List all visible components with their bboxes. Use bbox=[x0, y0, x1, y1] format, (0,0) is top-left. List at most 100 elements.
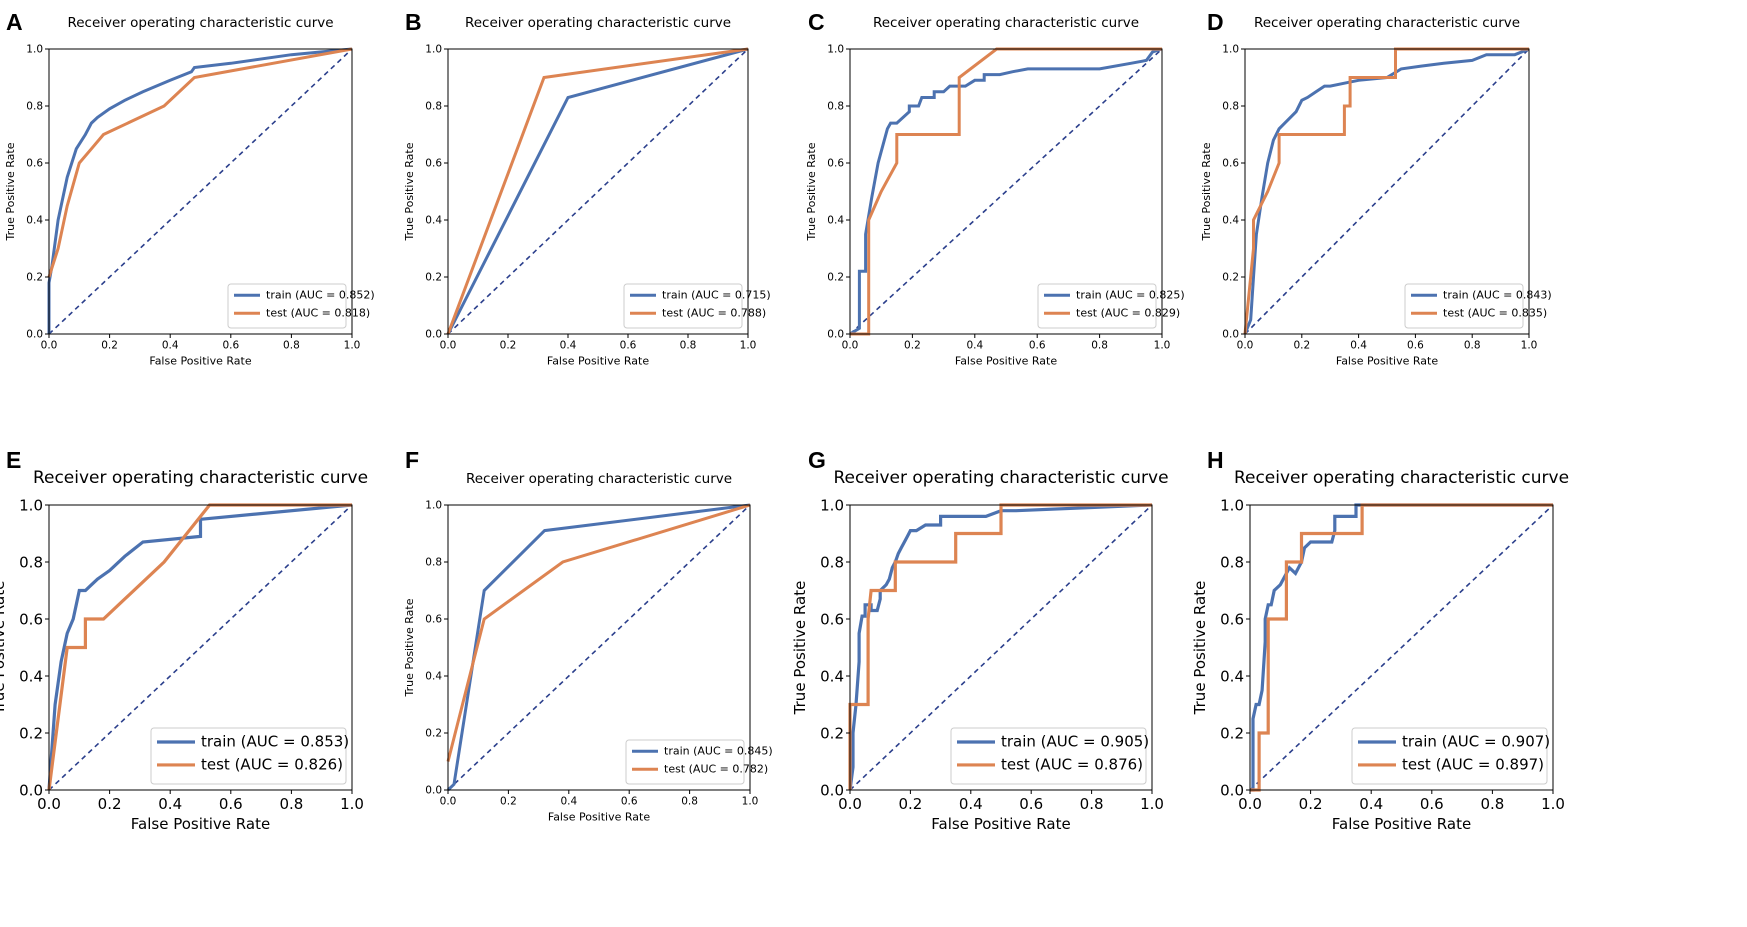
panel-b: B Receiver operating characteristic curve… bbox=[403, 9, 771, 368]
test-roc-line bbox=[47, 47, 353, 278]
x-tick-label: 0.0 bbox=[842, 340, 859, 352]
panel-d: D Receiver operating characteristic curve… bbox=[1200, 9, 1552, 368]
chart-title: Receiver operating characteristic curve bbox=[33, 468, 368, 488]
x-tick-label: 0.4 bbox=[1350, 340, 1367, 352]
y-tick-label: 0.2 bbox=[425, 728, 442, 740]
axes-frame bbox=[48, 504, 353, 791]
panel-a: A Receiver operating characteristic curve… bbox=[4, 9, 375, 368]
test-legend-label: test (AUC = 0.826) bbox=[201, 755, 343, 773]
y-tick-label: 0.2 bbox=[827, 272, 844, 284]
panel-letter: G bbox=[808, 447, 826, 473]
y-tick-label: 1.0 bbox=[827, 44, 844, 56]
legend-box bbox=[150, 727, 347, 785]
y-tick-label: 0.6 bbox=[827, 158, 844, 170]
y-tick-label: 0.4 bbox=[827, 215, 844, 227]
x-tick-label: 0.4 bbox=[959, 795, 983, 813]
y-tick-label: 0.0 bbox=[827, 329, 844, 341]
train-roc-line bbox=[1243, 47, 1530, 335]
chance-diagonal bbox=[1244, 48, 1530, 335]
x-tick-label: 0.0 bbox=[838, 795, 862, 813]
x-axis-label: False Positive Rate bbox=[149, 355, 251, 368]
panel-letter: F bbox=[405, 447, 419, 473]
chance-diagonal bbox=[48, 48, 353, 335]
x-axis-label: False Positive Rate bbox=[548, 811, 650, 824]
x-tick-label: 0.0 bbox=[41, 340, 58, 352]
test-legend-label: test (AUC = 0.788) bbox=[662, 307, 766, 320]
y-tick-label: 0.2 bbox=[820, 724, 844, 742]
chart-title: Receiver operating characteristic curve bbox=[466, 471, 732, 487]
x-tick-label: 0.2 bbox=[898, 795, 922, 813]
panel-h: H Receiver operating characteristic curve… bbox=[1191, 447, 1569, 833]
panel-c: C Receiver operating characteristic curve… bbox=[805, 9, 1185, 368]
train-legend-label: train (AUC = 0.905) bbox=[1001, 732, 1149, 750]
y-tick-label: 0.8 bbox=[425, 101, 442, 113]
x-tick-label: 1.0 bbox=[1521, 340, 1538, 352]
test-roc-line bbox=[446, 47, 749, 335]
x-axis-label: False Positive Rate bbox=[547, 355, 649, 368]
chance-diagonal bbox=[1249, 504, 1554, 791]
panel-letter: H bbox=[1207, 447, 1224, 473]
x-tick-label: 0.8 bbox=[1091, 340, 1108, 352]
x-tick-label: 0.0 bbox=[1237, 340, 1254, 352]
y-tick-label: 0.0 bbox=[1220, 781, 1244, 799]
x-tick-label: 0.0 bbox=[1238, 795, 1262, 813]
y-axis-label: True Positive Rate bbox=[403, 142, 416, 241]
x-tick-label: 0.0 bbox=[37, 795, 61, 813]
chart-title: Receiver operating characteristic curve bbox=[67, 15, 333, 31]
x-tick-label: 0.2 bbox=[904, 340, 921, 352]
train-roc-line bbox=[446, 47, 749, 335]
axes-frame bbox=[1249, 504, 1554, 791]
y-tick-label: 1.0 bbox=[1222, 44, 1239, 56]
x-tick-label: 0.4 bbox=[158, 795, 182, 813]
y-tick-label: 0.6 bbox=[425, 158, 442, 170]
test-legend-label: test (AUC = 0.835) bbox=[1443, 307, 1547, 320]
x-tick-label: 0.6 bbox=[1019, 795, 1043, 813]
chance-diagonal bbox=[849, 48, 1163, 335]
x-tick-label: 0.8 bbox=[279, 795, 303, 813]
test-roc-line bbox=[1250, 503, 1553, 792]
chance-diagonal bbox=[447, 48, 749, 335]
test-roc-line bbox=[47, 503, 352, 791]
y-tick-label: 0.8 bbox=[19, 553, 43, 571]
x-axis-label: False Positive Rate bbox=[931, 815, 1070, 833]
test-legend-label: test (AUC = 0.782) bbox=[664, 763, 768, 776]
y-tick-label: 0.6 bbox=[1222, 158, 1239, 170]
chart-title: Receiver operating characteristic curve bbox=[833, 468, 1168, 488]
y-tick-label: 0.0 bbox=[425, 329, 442, 341]
x-tick-label: 1.0 bbox=[340, 795, 364, 813]
panel-f: F Receiver operating characteristic curve… bbox=[403, 447, 773, 824]
x-tick-label: 0.6 bbox=[1407, 340, 1424, 352]
panel-letter: B bbox=[405, 9, 422, 35]
y-tick-label: 0.0 bbox=[19, 781, 43, 799]
panel-letter: E bbox=[6, 447, 21, 473]
train-legend-label: train (AUC = 0.852) bbox=[266, 289, 375, 302]
train-legend-label: train (AUC = 0.825) bbox=[1076, 289, 1185, 302]
y-axis-label: True Positive Rate bbox=[1191, 581, 1209, 716]
panel-letter: C bbox=[808, 9, 825, 35]
x-tick-label: 0.4 bbox=[560, 340, 577, 352]
x-tick-label: 1.0 bbox=[1154, 340, 1171, 352]
y-tick-label: 0.6 bbox=[425, 614, 442, 626]
x-tick-label: 0.2 bbox=[500, 340, 517, 352]
legend-box bbox=[1351, 727, 1548, 785]
y-tick-label: 1.0 bbox=[1220, 496, 1244, 514]
y-tick-label: 0.6 bbox=[820, 610, 844, 628]
y-tick-label: 0.2 bbox=[425, 272, 442, 284]
x-axis-label: False Positive Rate bbox=[955, 355, 1057, 368]
x-tick-label: 0.0 bbox=[440, 796, 457, 808]
x-tick-label: 0.8 bbox=[680, 340, 697, 352]
y-tick-label: 0.0 bbox=[820, 781, 844, 799]
y-tick-label: 0.4 bbox=[425, 215, 442, 227]
test-legend-label: test (AUC = 0.876) bbox=[1001, 755, 1143, 773]
axes-frame bbox=[849, 504, 1153, 791]
y-tick-label: 0.2 bbox=[19, 724, 43, 742]
y-tick-label: 0.8 bbox=[425, 557, 442, 569]
y-tick-label: 0.0 bbox=[26, 329, 43, 341]
train-roc-line bbox=[848, 503, 1153, 791]
y-tick-label: 1.0 bbox=[425, 500, 442, 512]
y-axis-label: True Positive Rate bbox=[0, 581, 8, 716]
chance-diagonal bbox=[447, 504, 751, 791]
chart-title: Receiver operating characteristic curve bbox=[1234, 468, 1569, 488]
y-tick-label: 0.4 bbox=[26, 215, 43, 227]
panel-e: E Receiver operating characteristic curve… bbox=[0, 447, 368, 833]
